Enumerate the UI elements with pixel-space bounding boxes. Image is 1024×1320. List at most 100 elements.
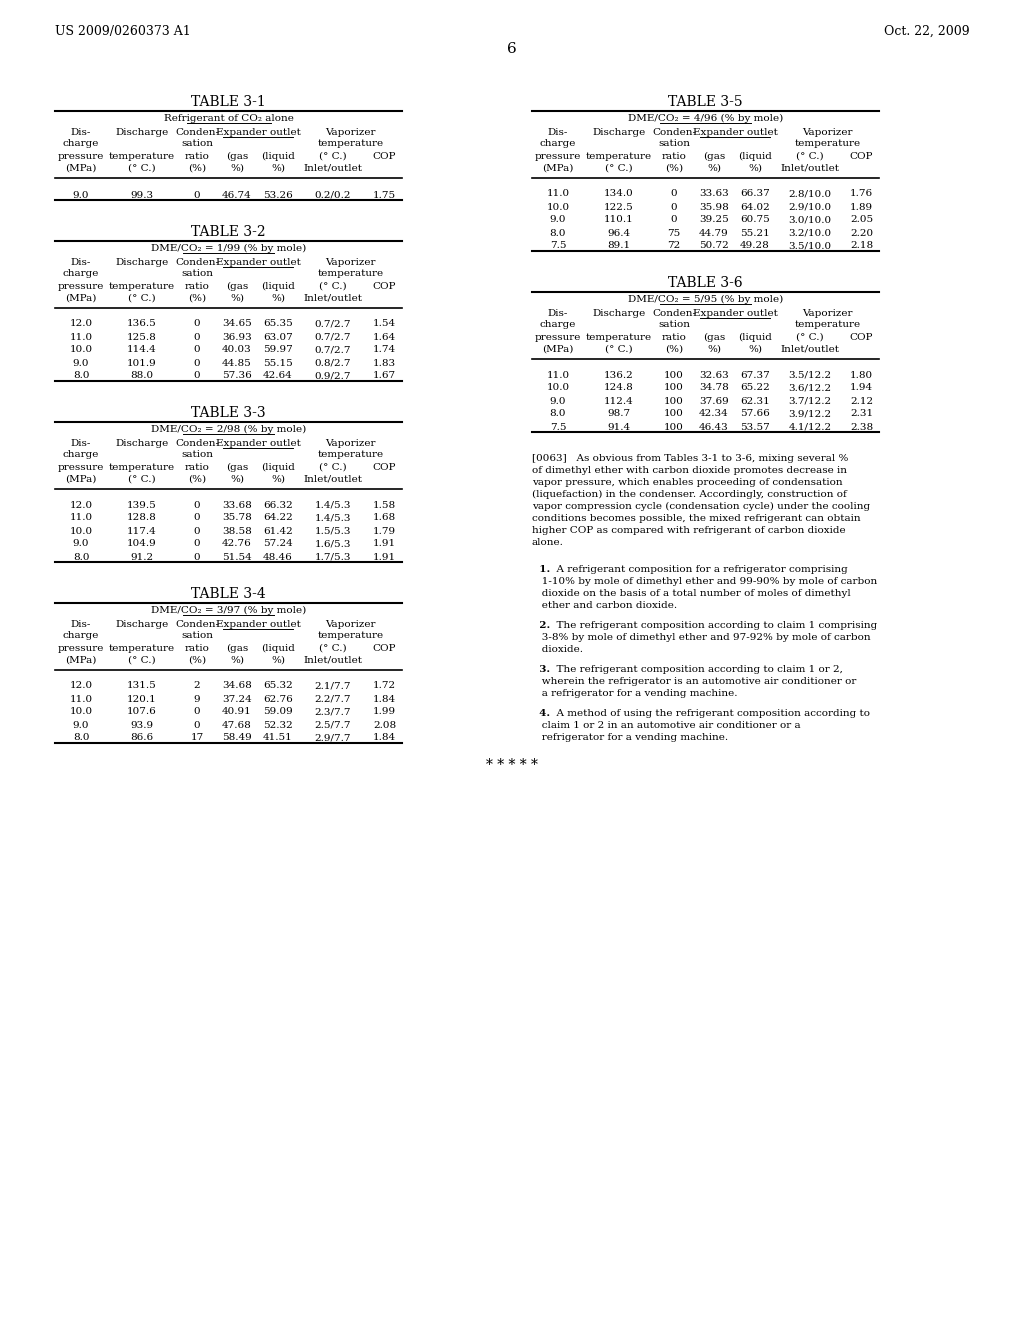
Text: 1.4/5.3: 1.4/5.3 xyxy=(314,513,351,523)
Text: 40.91: 40.91 xyxy=(222,708,252,717)
Text: Dis-
charge: Dis- charge xyxy=(62,257,99,279)
Text: temperature
(° C.): temperature (° C.) xyxy=(109,152,175,172)
Text: 1.5/5.3: 1.5/5.3 xyxy=(314,527,351,536)
Text: COP: COP xyxy=(373,282,396,290)
Text: 1.: 1. xyxy=(532,565,550,574)
Text: 40.03: 40.03 xyxy=(222,346,252,355)
Text: 3.5/10.0: 3.5/10.0 xyxy=(788,242,831,251)
Text: wherein the refrigerator is an automotive air conditioner or: wherein the refrigerator is an automotiv… xyxy=(532,677,856,686)
Text: (° C.)
Inlet/outlet: (° C.) Inlet/outlet xyxy=(780,152,840,172)
Text: 0: 0 xyxy=(194,721,201,730)
Text: 0: 0 xyxy=(194,371,201,380)
Text: Vaporizer
temperature: Vaporizer temperature xyxy=(317,257,384,279)
Text: 10.0: 10.0 xyxy=(547,202,569,211)
Text: 2.38: 2.38 xyxy=(850,422,873,432)
Text: ether and carbon dioxide.: ether and carbon dioxide. xyxy=(532,601,677,610)
Text: 59.97: 59.97 xyxy=(263,346,293,355)
Text: 8.0: 8.0 xyxy=(550,228,566,238)
Text: dioxide on the basis of a total number of moles of dimethyl: dioxide on the basis of a total number o… xyxy=(532,589,851,598)
Text: 1.91: 1.91 xyxy=(373,553,396,561)
Text: Vaporizer
temperature: Vaporizer temperature xyxy=(317,128,384,148)
Text: 1.67: 1.67 xyxy=(373,371,396,380)
Text: 2.20: 2.20 xyxy=(850,228,873,238)
Text: 3.0/10.0: 3.0/10.0 xyxy=(788,215,831,224)
Text: 8.0: 8.0 xyxy=(73,553,89,561)
Text: (gas
%): (gas %) xyxy=(226,644,248,664)
Text: (liquid
%): (liquid %) xyxy=(261,152,295,172)
Text: Dis-
charge: Dis- charge xyxy=(62,620,99,640)
Text: 63.07: 63.07 xyxy=(263,333,293,342)
Text: 53.57: 53.57 xyxy=(740,422,770,432)
Text: 2.3/7.7: 2.3/7.7 xyxy=(314,708,351,717)
Text: 42.76: 42.76 xyxy=(222,540,252,549)
Text: Conden-
sation: Conden- sation xyxy=(175,257,219,279)
Text: 89.1: 89.1 xyxy=(607,242,631,251)
Text: temperature
(° C.): temperature (° C.) xyxy=(109,463,175,483)
Text: (liquid
%): (liquid %) xyxy=(261,644,295,664)
Text: 100: 100 xyxy=(664,409,684,418)
Text: Conden-
sation: Conden- sation xyxy=(652,309,696,329)
Text: 99.3: 99.3 xyxy=(130,190,154,199)
Text: COP: COP xyxy=(373,644,396,653)
Text: 2.12: 2.12 xyxy=(850,396,873,405)
Text: 1.76: 1.76 xyxy=(850,190,873,198)
Text: The refrigerant composition according to claim 1 comprising: The refrigerant composition according to… xyxy=(550,620,878,630)
Text: 1.68: 1.68 xyxy=(373,513,396,523)
Text: [0063]   As obvious from Tables 3-1 to 3-6, mixing several %: [0063] As obvious from Tables 3-1 to 3-6… xyxy=(532,454,848,463)
Text: (liquid
%): (liquid %) xyxy=(738,152,772,172)
Text: 12.0: 12.0 xyxy=(70,500,92,510)
Text: 2.05: 2.05 xyxy=(850,215,873,224)
Text: 49.28: 49.28 xyxy=(740,242,770,251)
Text: 0.9/2.7: 0.9/2.7 xyxy=(314,371,351,380)
Text: 58.49: 58.49 xyxy=(222,734,252,742)
Text: 98.7: 98.7 xyxy=(607,409,631,418)
Text: 11.0: 11.0 xyxy=(547,190,569,198)
Text: (° C.)
Inlet/outlet: (° C.) Inlet/outlet xyxy=(303,152,362,172)
Text: 96.4: 96.4 xyxy=(607,228,631,238)
Text: 0.2/0.2: 0.2/0.2 xyxy=(314,190,351,199)
Text: TABLE 3-1: TABLE 3-1 xyxy=(191,95,266,110)
Text: 32.63: 32.63 xyxy=(699,371,729,380)
Text: 0.8/2.7: 0.8/2.7 xyxy=(314,359,351,367)
Text: 34.68: 34.68 xyxy=(222,681,252,690)
Text: ratio
(%): ratio (%) xyxy=(662,152,686,172)
Text: 12.0: 12.0 xyxy=(70,319,92,329)
Text: 75: 75 xyxy=(668,228,681,238)
Text: 41.51: 41.51 xyxy=(263,734,293,742)
Text: Dis-
charge: Dis- charge xyxy=(540,309,577,329)
Text: pressure
(MPa): pressure (MPa) xyxy=(535,333,582,354)
Text: Discharge: Discharge xyxy=(116,620,169,630)
Text: 1.84: 1.84 xyxy=(373,734,396,742)
Text: 64.02: 64.02 xyxy=(740,202,770,211)
Text: Dis-
charge: Dis- charge xyxy=(62,440,99,459)
Text: 1.94: 1.94 xyxy=(850,384,873,392)
Text: pressure
(MPa): pressure (MPa) xyxy=(57,152,104,172)
Text: 2.8/10.0: 2.8/10.0 xyxy=(788,190,831,198)
Text: US 2009/0260373 A1: US 2009/0260373 A1 xyxy=(55,25,190,38)
Text: Expander outlet: Expander outlet xyxy=(216,620,300,630)
Text: Dis-
charge: Dis- charge xyxy=(62,128,99,148)
Text: a refrigerator for a vending machine.: a refrigerator for a vending machine. xyxy=(532,689,737,698)
Text: 0.7/2.7: 0.7/2.7 xyxy=(314,346,351,355)
Text: TABLE 3-4: TABLE 3-4 xyxy=(191,587,266,601)
Text: 34.65: 34.65 xyxy=(222,319,252,329)
Text: 57.36: 57.36 xyxy=(222,371,252,380)
Text: 0: 0 xyxy=(671,190,677,198)
Text: 3-8% by mole of dimethyl ether and 97-92% by mole of carbon: 3-8% by mole of dimethyl ether and 97-92… xyxy=(532,634,870,642)
Text: The refrigerant composition according to claim 1 or 2,: The refrigerant composition according to… xyxy=(550,665,843,675)
Text: COP: COP xyxy=(373,463,396,473)
Text: 62.76: 62.76 xyxy=(263,694,293,704)
Text: 37.69: 37.69 xyxy=(699,396,729,405)
Text: 66.37: 66.37 xyxy=(740,190,770,198)
Text: 104.9: 104.9 xyxy=(127,540,157,549)
Text: 100: 100 xyxy=(664,371,684,380)
Text: 8.0: 8.0 xyxy=(73,734,89,742)
Text: 4.1/12.2: 4.1/12.2 xyxy=(788,422,831,432)
Text: 57.66: 57.66 xyxy=(740,409,770,418)
Text: (liquid
%): (liquid %) xyxy=(261,282,295,302)
Text: TABLE 3-3: TABLE 3-3 xyxy=(191,407,266,420)
Text: 11.0: 11.0 xyxy=(70,513,92,523)
Text: 9.0: 9.0 xyxy=(550,396,566,405)
Text: conditions becomes possible, the mixed refrigerant can obtain: conditions becomes possible, the mixed r… xyxy=(532,513,860,523)
Text: 10.0: 10.0 xyxy=(547,384,569,392)
